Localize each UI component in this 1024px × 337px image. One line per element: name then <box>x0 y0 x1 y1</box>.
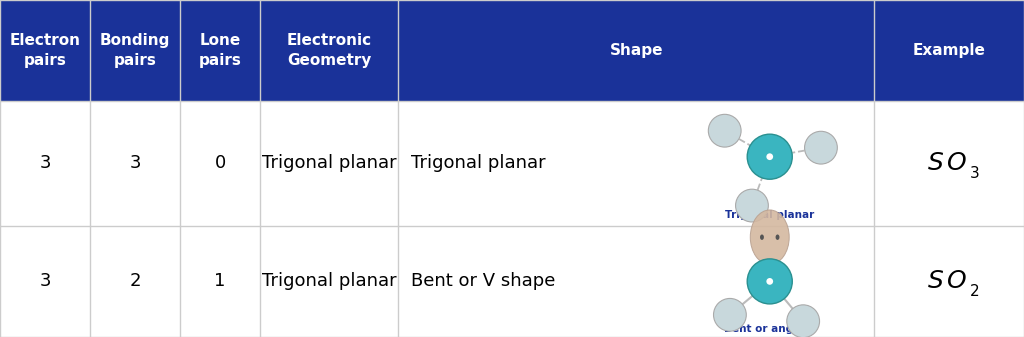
Bar <box>0 0 90 101</box>
Text: 3: 3 <box>970 166 980 181</box>
Ellipse shape <box>805 131 838 164</box>
Bar <box>874 226 1024 337</box>
Text: Shape: Shape <box>609 43 664 58</box>
Text: 0: 0 <box>215 154 225 173</box>
Text: Trigonal planar: Trigonal planar <box>411 154 545 173</box>
Bar <box>0 226 90 337</box>
Ellipse shape <box>766 278 773 285</box>
Bar <box>874 0 1024 101</box>
Ellipse shape <box>748 134 793 179</box>
Text: 2: 2 <box>129 272 141 290</box>
Bar <box>90 0 180 101</box>
Text: 2: 2 <box>970 284 980 299</box>
Bar <box>398 0 874 101</box>
Ellipse shape <box>775 235 779 240</box>
Bar <box>90 101 180 226</box>
Text: Bonding
pairs: Bonding pairs <box>100 33 170 68</box>
Ellipse shape <box>766 153 773 160</box>
Text: Electronic
Geometry: Electronic Geometry <box>287 33 372 68</box>
Ellipse shape <box>748 259 793 304</box>
Bar <box>90 226 180 337</box>
Text: 3: 3 <box>39 272 51 290</box>
Text: $\it{S}$: $\it{S}$ <box>927 151 944 176</box>
Text: $\it{O}$: $\it{O}$ <box>946 269 967 294</box>
Bar <box>398 101 874 226</box>
Text: Lone
pairs: Lone pairs <box>199 33 242 68</box>
Ellipse shape <box>735 189 768 222</box>
Text: Electron
pairs: Electron pairs <box>9 33 81 68</box>
Text: 1: 1 <box>214 272 226 290</box>
Text: Trigonal planar: Trigonal planar <box>262 154 396 173</box>
Bar <box>180 226 260 337</box>
Bar <box>260 226 398 337</box>
Ellipse shape <box>709 114 741 147</box>
Bar <box>0 101 90 226</box>
Bar <box>180 101 260 226</box>
Text: Bent or angular: Bent or angular <box>724 324 816 334</box>
Text: Trigonal planar: Trigonal planar <box>262 272 396 290</box>
Ellipse shape <box>760 235 764 240</box>
Text: Trigonal planar: Trigonal planar <box>725 210 814 220</box>
Ellipse shape <box>714 299 746 331</box>
Text: Bent or V shape: Bent or V shape <box>411 272 555 290</box>
Bar <box>260 0 398 101</box>
Bar <box>398 226 874 337</box>
Ellipse shape <box>751 210 790 265</box>
Text: 3: 3 <box>129 154 141 173</box>
Text: Example: Example <box>912 43 986 58</box>
Bar <box>180 0 260 101</box>
Text: $\it{S}$: $\it{S}$ <box>927 269 944 294</box>
Bar <box>874 101 1024 226</box>
Ellipse shape <box>786 305 819 337</box>
Bar <box>260 101 398 226</box>
Text: $\it{O}$: $\it{O}$ <box>946 151 967 176</box>
Text: 3: 3 <box>39 154 51 173</box>
